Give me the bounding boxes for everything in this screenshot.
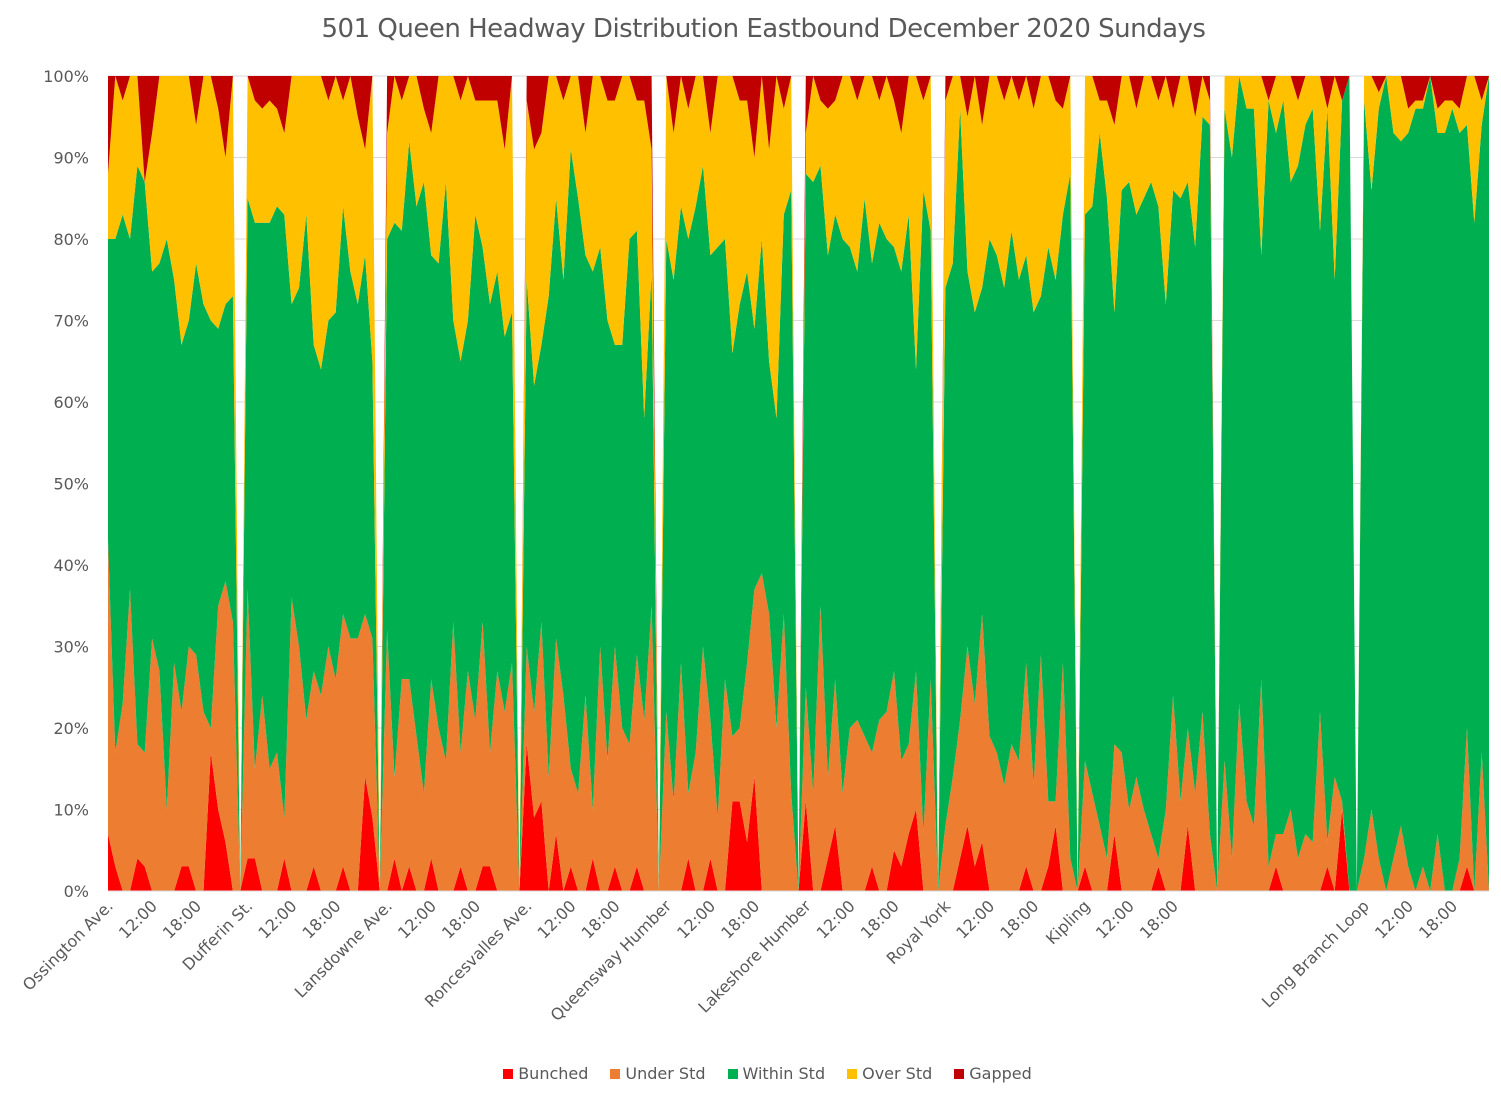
legend-item-under-std[interactable]: Under Std — [610, 1064, 706, 1083]
y-tick-label: 80% — [53, 230, 89, 249]
legend-swatch-bunched — [503, 1068, 514, 1079]
area-over-std — [108, 76, 1489, 891]
x-tick-time: 12:00 — [1092, 896, 1138, 942]
y-tick-label: 10% — [53, 801, 89, 820]
legend-item-over-std[interactable]: Over Std — [847, 1064, 932, 1083]
x-tick-station: Lansdowne Ave. — [291, 896, 396, 1001]
stacked-areas — [108, 76, 1489, 891]
x-tick-time: 18:00 — [717, 896, 763, 942]
chart-title: 501 Queen Headway Distribution Eastbound… — [321, 14, 1206, 44]
legend-swatch-within-std — [727, 1068, 738, 1079]
x-tick-time: 12:00 — [254, 896, 300, 942]
y-tick-label: 70% — [53, 312, 89, 331]
y-tick-label: 0% — [64, 882, 89, 901]
legend-item-within-std[interactable]: Within Std — [727, 1064, 826, 1083]
legend-label: Bunched — [518, 1064, 589, 1083]
x-tick-time: 12:00 — [394, 896, 440, 942]
area-under-std — [108, 540, 1489, 891]
x-tick-station: Long Branch Loop — [1258, 896, 1373, 1011]
y-tick-label: 50% — [53, 475, 89, 494]
x-tick-time: 12:00 — [534, 896, 580, 942]
y-tick-label: 40% — [53, 556, 89, 575]
x-tick-time: 12:00 — [1371, 896, 1417, 942]
x-tick-time: 12:00 — [813, 896, 859, 942]
legend-item-bunched[interactable]: Bunched — [503, 1064, 588, 1083]
x-tick-time: 18:00 — [299, 896, 345, 942]
legend-label: Gapped — [969, 1064, 1032, 1083]
y-tick-label: 100% — [43, 67, 89, 86]
y-tick-label: 60% — [53, 393, 89, 412]
x-tick-station: Kipling — [1042, 896, 1094, 948]
x-tick-time: 12:00 — [952, 896, 998, 942]
x-tick-time: 18:00 — [1415, 896, 1461, 942]
legend-label: Within Std — [742, 1064, 826, 1083]
x-tick-time: 12:00 — [673, 896, 719, 942]
x-tick-station: Ossington Ave. — [19, 896, 117, 994]
legend-label: Over Std — [862, 1064, 933, 1083]
area-bunched — [108, 744, 1489, 891]
legend-item-gapped[interactable]: Gapped — [954, 1064, 1032, 1083]
legend-label: Under Std — [625, 1064, 706, 1083]
legend-swatch-gapped — [954, 1068, 965, 1079]
x-tick-time: 18:00 — [996, 896, 1042, 942]
x-tick-time: 18:00 — [438, 896, 484, 942]
x-tick-time: 12:00 — [115, 896, 161, 942]
legend-swatch-under-std — [610, 1068, 621, 1079]
x-tick-time: 18:00 — [857, 896, 903, 942]
y-tick-label: 30% — [53, 638, 89, 657]
x-tick-time: 18:00 — [159, 896, 205, 942]
area-within-std — [108, 76, 1489, 891]
y-tick-label: 90% — [53, 149, 89, 168]
y-axis-ticks: 0% 10% 20% 30% 40% 50% 60% 70% 80% 90% 100% — [43, 67, 89, 901]
legend-swatch-over-std — [847, 1068, 858, 1079]
legend: Bunched Under Std Within Std Over Std Ga… — [0, 1064, 1501, 1083]
y-tick-label: 20% — [53, 719, 89, 738]
x-tick-time: 18:00 — [1136, 896, 1182, 942]
x-tick-time: 18:00 — [578, 896, 624, 942]
